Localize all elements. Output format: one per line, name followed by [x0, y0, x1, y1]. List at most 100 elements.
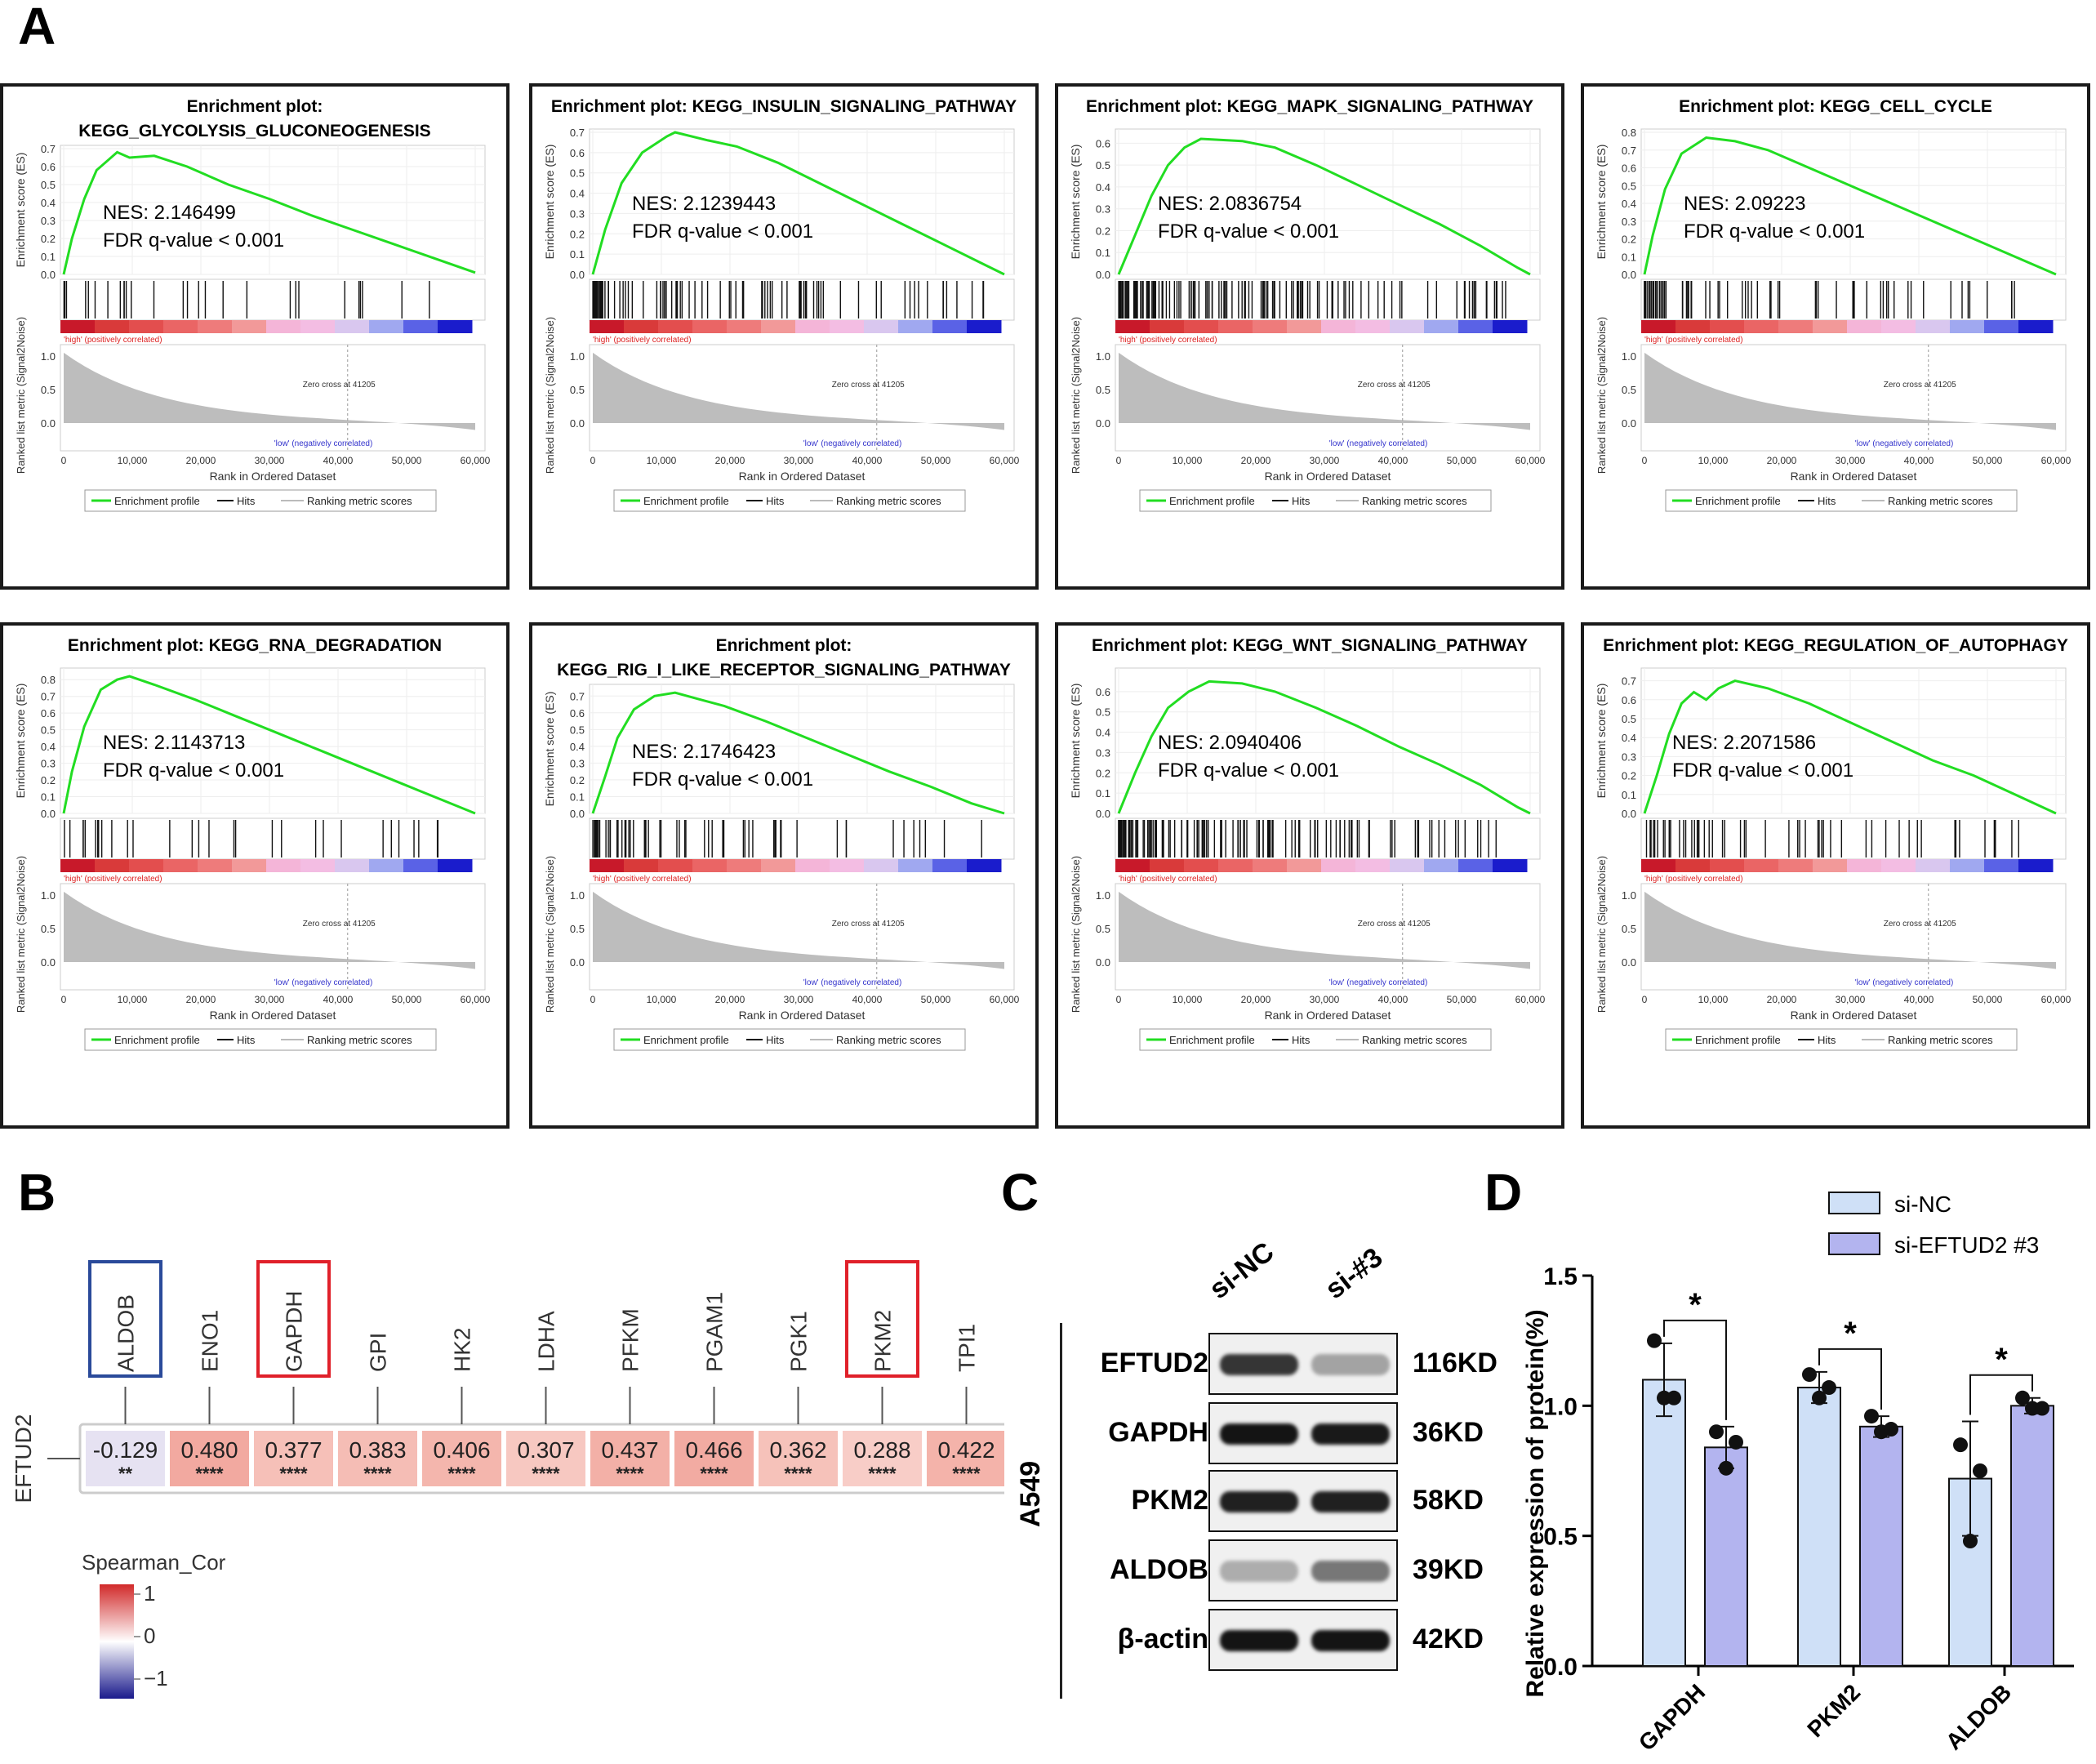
rank-colorbar-segment [830, 320, 865, 333]
rank-colorbar-segment [1641, 859, 1676, 872]
rank-colorbar-segment [1950, 320, 1985, 333]
x-tick-label: 10,000 [1173, 994, 1203, 1005]
gene-highlight-box [256, 1260, 331, 1378]
metric-frame [1115, 344, 1541, 452]
fdr-value: FDR q-value < 0.001 [632, 768, 814, 791]
bar-aldob-1 [2010, 1405, 2054, 1667]
y-axis-label: Relative expression of protein(%) [1522, 1309, 1549, 1697]
x-tick-label: 0 [1116, 455, 1122, 466]
es-tick-label: 0.2 [1622, 234, 1636, 246]
gsea-title-line2: KEGG_RIG_I_LIKE_RECEPTOR_SIGNALING_PATHW… [557, 661, 1011, 679]
metric-tick-label: 0.5 [1622, 923, 1636, 935]
x-tick-label: 20,000 [1241, 994, 1271, 1005]
heatmap-stars: **** [363, 1463, 392, 1484]
blot-box [1208, 1609, 1398, 1671]
gsea-stats: NES: 2.0940406 FDR q-value < 0.001 [1158, 729, 1339, 785]
heatmap-cell [254, 1431, 333, 1486]
x-tick-label: 40,000 [1378, 455, 1408, 466]
protein-band [1220, 1354, 1298, 1375]
x-tick-label: 20,000 [715, 994, 745, 1005]
rank-colorbar-segment [266, 320, 301, 333]
cell-line-bracket [1060, 1323, 1062, 1699]
es-ylabel: Enrichment score (ES) [543, 145, 556, 260]
es-tick-label: 0.0 [1622, 269, 1636, 281]
es-tick-label: 0.8 [1622, 127, 1636, 139]
heatmap-value: 0.288 [853, 1437, 910, 1463]
high-label: 'high' (positively correlated) [64, 336, 162, 345]
x-tick-label: 40,000 [852, 994, 883, 1005]
metric-tick-label: 1.0 [1096, 350, 1110, 363]
hits-frame [1115, 817, 1541, 860]
rank-colorbar-segment [1916, 320, 1951, 333]
legend-profile: Enrichment profile [643, 1034, 729, 1046]
metric-tick-label: 0.0 [1622, 417, 1636, 430]
rank-colorbar-segment [95, 320, 130, 333]
data-point [1647, 1333, 1662, 1348]
metric-ylabel: Ranked list metric (Signal2Noise) [544, 856, 556, 1013]
rank-colorbar-segment [692, 320, 728, 333]
high-label: 'high' (positively correlated) [593, 875, 692, 884]
nes-value: NES: 2.1143713 [103, 731, 246, 754]
metric-tick-label: 0.5 [570, 384, 585, 396]
rank-colorbar-segment [795, 859, 830, 872]
rank-colorbar-segment [864, 859, 899, 872]
rank-colorbar-segment [761, 859, 796, 872]
blot-box [1208, 1539, 1398, 1601]
rank-colorbar-segment [1778, 859, 1813, 872]
es-tick-label: 0.5 [570, 724, 585, 736]
significance-bracket [1818, 1348, 1882, 1410]
rank-colorbar-segment [369, 859, 404, 872]
metric-ylabel: Ranked list metric (Signal2Noise) [1070, 317, 1082, 474]
heatmap-stars: **** [616, 1463, 644, 1484]
rank-colorbar-segment [830, 859, 865, 872]
x-axis-label: Rank in Ordered Dataset [1791, 470, 1917, 483]
heatmap-value: 0.307 [517, 1437, 574, 1463]
nes-value: NES: 2.1239443 [632, 192, 777, 215]
es-tick-label: 0.1 [1096, 787, 1110, 800]
data-point [1822, 1380, 1836, 1396]
ranking-metric-area [64, 352, 475, 430]
es-tick-label: 0.6 [1622, 694, 1636, 706]
x-tick-label: 0 [590, 994, 596, 1005]
lane-label-si-3: si-#3 [1319, 1241, 1389, 1306]
gene-label: PKM2 [870, 1310, 896, 1372]
es-tick-label: 0.5 [570, 167, 585, 180]
zero-cross-label: Zero cross at 41205 [303, 920, 376, 929]
metric-tick-label: 0.5 [1096, 923, 1110, 935]
x-tick-label: PKM2 [1802, 1679, 1865, 1742]
significance-star: * [1844, 1316, 1857, 1352]
rank-colorbar-segment [727, 859, 762, 872]
nes-value: NES: 2.09223 [1684, 192, 1806, 215]
panel-label-a: A [18, 0, 56, 56]
legend-metric: Ranking metric scores [1888, 1034, 1993, 1046]
gsea-plot-2: Enrichment plot: KEGG_INSULIN_SIGNALING_… [529, 83, 1039, 590]
ranking-metric-area [1644, 352, 2056, 430]
es-tick-label: 0.2 [41, 774, 56, 786]
x-tick-label: 40,000 [323, 994, 354, 1005]
low-label: 'low' (negatively correlated) [1329, 439, 1428, 448]
gsea-plot-3: Enrichment plot: KEGG_MAPK_SIGNALING_PAT… [1055, 83, 1564, 590]
gsea-svg: 0.7 0.6 0.5 0.4 0.3 0.2 0.1 0.0 Enrichment score… [543, 684, 1020, 1051]
legend-metric: Ranking metric scores [307, 1034, 412, 1046]
legend-box [613, 1028, 966, 1051]
gsea-title-line1: Enrichment plot: KEGG_WNT_SIGNALING_PATH… [1092, 636, 1528, 655]
gsea-svg: 0.6 0.5 0.4 0.3 0.2 0.1 0.0 Enrichment score (E… [1069, 667, 1546, 1051]
rank-colorbar-segment [967, 320, 1002, 333]
legend-hits: Hits [1818, 495, 1836, 507]
legend-metric: Ranking metric scores [1888, 495, 1993, 507]
high-label: 'high' (positively correlated) [1644, 875, 1743, 884]
rank-colorbar-segment [198, 859, 233, 872]
es-ylabel: Enrichment score (ES) [1595, 684, 1608, 799]
gene-highlight-box [845, 1260, 919, 1378]
data-point [1802, 1367, 1817, 1383]
rank-colorbar-segment [1984, 859, 2019, 872]
gsea-title: Enrichment plot: KEGG_MAPK_SIGNALING_PAT… [1058, 95, 1561, 119]
gene-label: PGK1 [786, 1311, 812, 1372]
high-label: 'high' (positively correlated) [593, 336, 692, 345]
x-tick-label: 30,000 [784, 994, 814, 1005]
legend-box [1139, 489, 1492, 512]
es-tick-label: 0.3 [570, 757, 585, 769]
es-tick-label: 0.6 [570, 707, 585, 719]
es-tick-label: 0.4 [1622, 198, 1636, 210]
rank-colorbar-segment [232, 320, 267, 333]
